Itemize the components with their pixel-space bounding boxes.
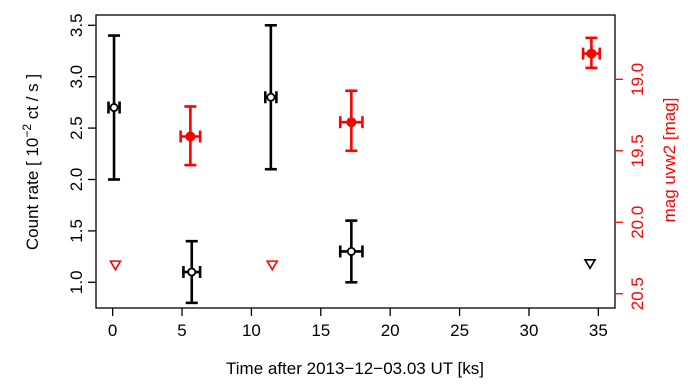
upper-limit-marker — [265, 260, 279, 272]
y-axis-label-left-exp: −2 — [20, 124, 34, 138]
point-marker — [187, 267, 197, 277]
y-left-tick-label: 1.5 — [67, 219, 86, 243]
y-axis-label-right: mag uvw2 [mag] — [660, 98, 679, 223]
y-right-tick-label: 19.0 — [628, 63, 647, 96]
x-tick-label: 30 — [520, 321, 539, 340]
y-left-tick-label: 2.5 — [67, 116, 86, 140]
y-axis-label-left: Count rate [ 10−2 ct / s ] — [20, 74, 42, 250]
x-tick-label: 5 — [177, 321, 186, 340]
point-marker — [346, 246, 356, 256]
data-point — [263, 23, 278, 171]
point-marker — [586, 48, 597, 59]
y-left-tick-label: 3.0 — [67, 65, 86, 89]
y-left-tick-label: 2.0 — [67, 168, 86, 192]
point-marker — [266, 92, 276, 102]
data-point — [182, 239, 202, 305]
point-marker — [109, 103, 119, 113]
y-right-tick-label: 20.0 — [628, 206, 647, 239]
data-point — [581, 36, 602, 70]
data-point — [338, 89, 364, 153]
upper-limit-marker — [109, 260, 122, 272]
x-axis-label: Time after 2013−12−03.03 UT [ks] — [226, 359, 484, 378]
data-point — [338, 219, 364, 284]
x-tick-label: 15 — [311, 321, 330, 340]
y-right-tick-label: 19.5 — [628, 134, 647, 167]
axes: 0 5 10 15 20 25 30 35 1.0 1.5 2.0 2.5 3.0 3.5 19.0 19.5… — [67, 13, 647, 340]
y-left-tick-label: 1.0 — [67, 270, 86, 294]
y-right-tick-label: 20.5 — [628, 277, 647, 310]
x-tick-label: 10 — [242, 321, 261, 340]
y-axis-label-left-pre: Count rate [ 10 — [23, 138, 42, 250]
y-axis-label-left-post: ct / s ] — [23, 74, 42, 124]
x-tick-label: 35 — [589, 321, 608, 340]
point-marker — [185, 131, 196, 142]
y-left-tick-label: 3.5 — [67, 13, 86, 37]
point-marker — [346, 117, 357, 128]
x-tick-label: 25 — [450, 321, 469, 340]
data-point — [107, 34, 121, 181]
data-point — [179, 105, 202, 167]
plot-frame — [95, 14, 616, 309]
x-tick-label: 0 — [108, 321, 117, 340]
x-tick-label: 20 — [381, 321, 400, 340]
upper-limit-marker — [583, 258, 597, 270]
data-marks — [107, 23, 602, 305]
